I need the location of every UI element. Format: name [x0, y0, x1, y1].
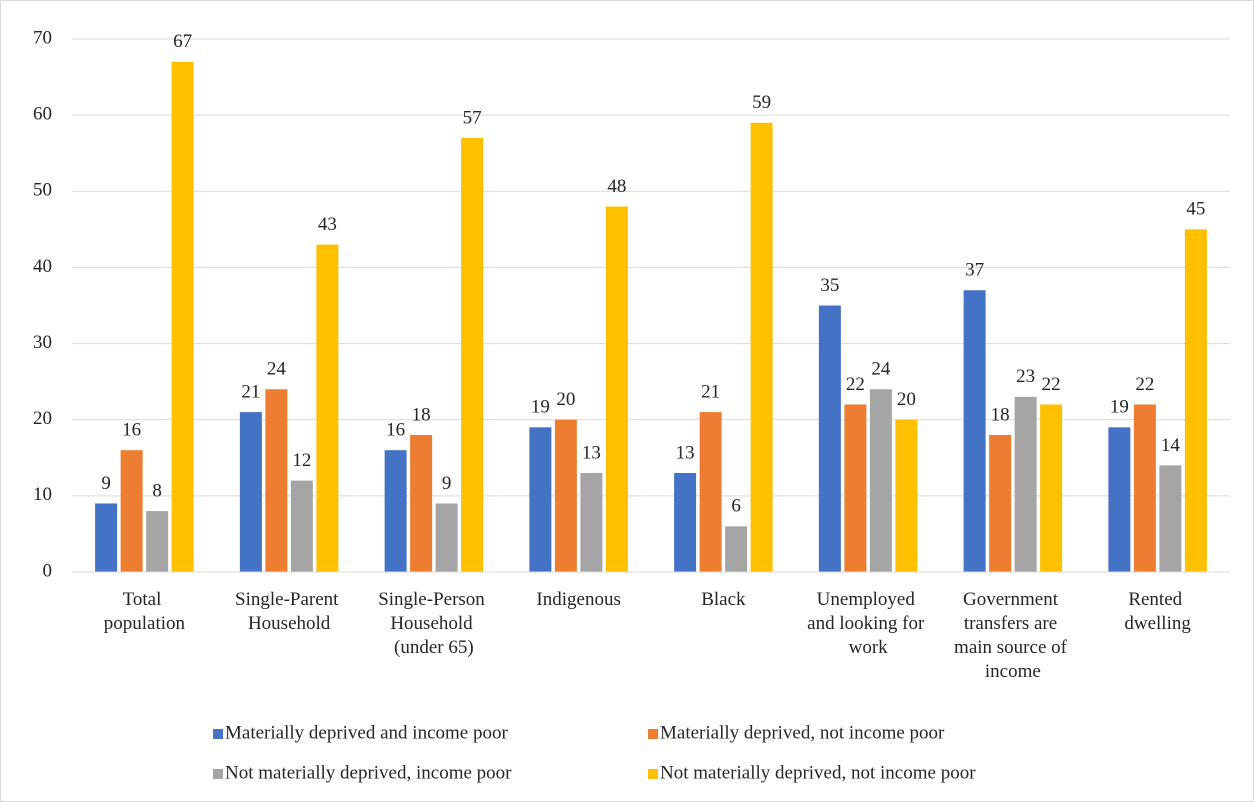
bar: [1108, 427, 1131, 572]
value-label: 13: [676, 442, 695, 463]
value-label: 24: [267, 359, 287, 380]
legend-label: Not materially deprived, not income poor: [660, 762, 976, 783]
value-label: 16: [122, 420, 141, 441]
value-label: 19: [1110, 397, 1129, 418]
value-label: 35: [820, 275, 839, 296]
bar: [844, 404, 867, 572]
bar: [239, 412, 262, 572]
x-tick-label: Unemployed and looking for work: [807, 589, 929, 658]
value-label: 20: [556, 389, 575, 410]
y-tick-label: 60: [33, 104, 52, 125]
y-tick-label: 30: [33, 332, 52, 353]
bar: [869, 389, 892, 572]
legend-swatch: [213, 729, 223, 739]
legend-swatch: [213, 769, 223, 779]
bar: [529, 427, 552, 572]
bar: [674, 473, 697, 572]
x-tick-label: Single-Person Household (under 65): [378, 589, 489, 658]
value-label: 23: [1016, 366, 1035, 387]
y-tick-label: 70: [33, 27, 52, 48]
bar: [554, 419, 577, 572]
y-tick-label: 0: [43, 560, 53, 581]
value-label: 59: [752, 92, 771, 113]
y-tick-label: 10: [33, 484, 52, 505]
value-label: 20: [897, 389, 916, 410]
value-label: 24: [871, 359, 891, 380]
value-label: 37: [965, 260, 984, 281]
legend-label: Not materially deprived, income poor: [225, 762, 512, 783]
y-tick-label: 50: [33, 180, 52, 201]
value-label: 18: [991, 404, 1010, 425]
legend-swatch: [648, 769, 658, 779]
value-label: 45: [1186, 199, 1205, 220]
bar: [95, 503, 118, 572]
value-label: 67: [173, 31, 192, 52]
value-label: 22: [1135, 374, 1154, 395]
bar: [963, 290, 986, 572]
value-label: 21: [701, 381, 720, 402]
value-label: 12: [292, 450, 311, 471]
bar: [171, 61, 194, 572]
value-label: 57: [463, 107, 482, 128]
value-label: 18: [412, 404, 431, 425]
bar: [605, 206, 628, 572]
x-tick-label: Rented dwelling: [1124, 589, 1191, 634]
value-label: 16: [386, 420, 405, 441]
bar: [580, 473, 603, 572]
bar: [290, 480, 313, 572]
value-label: 43: [318, 214, 337, 235]
bar: [750, 122, 773, 572]
legend-label: Materially deprived and income poor: [225, 722, 508, 743]
bar: [384, 450, 407, 572]
bar: [1159, 465, 1182, 572]
value-label: 8: [152, 480, 162, 501]
bar: [461, 137, 484, 572]
bar: [265, 389, 288, 572]
bar: [989, 434, 1012, 572]
bar: [1133, 404, 1156, 572]
value-label: 19: [531, 397, 550, 418]
bar: [818, 305, 841, 572]
value-label: 6: [731, 496, 741, 517]
bar: [146, 511, 169, 572]
bar: [725, 526, 748, 572]
value-label: 48: [607, 176, 626, 197]
x-tick-label: Single-Parent Household: [235, 589, 343, 634]
value-label: 22: [846, 374, 865, 395]
x-tick-label: Black: [701, 589, 746, 610]
x-tick-label: Total population: [104, 589, 186, 634]
value-label: 9: [101, 473, 111, 494]
y-tick-label: 20: [33, 408, 52, 429]
value-label: 22: [1042, 374, 1061, 395]
legend-swatch: [648, 729, 658, 739]
value-label: 13: [582, 442, 601, 463]
bar: [435, 503, 458, 572]
bar: [1184, 229, 1207, 572]
value-label: 9: [442, 473, 452, 494]
bar: [1014, 396, 1037, 572]
bar: [1040, 404, 1063, 572]
bar: [410, 434, 433, 572]
legend-label: Materially deprived, not income poor: [660, 722, 945, 743]
bar: [120, 450, 143, 572]
value-label: 21: [241, 381, 260, 402]
x-tick-label: Indigenous: [536, 589, 620, 610]
y-tick-label: 40: [33, 256, 52, 277]
value-label: 14: [1161, 435, 1181, 456]
bar: [895, 419, 918, 572]
bar: [316, 244, 339, 573]
bar: [699, 412, 722, 572]
x-tick-label: Government transfers are main source of …: [954, 589, 1072, 682]
